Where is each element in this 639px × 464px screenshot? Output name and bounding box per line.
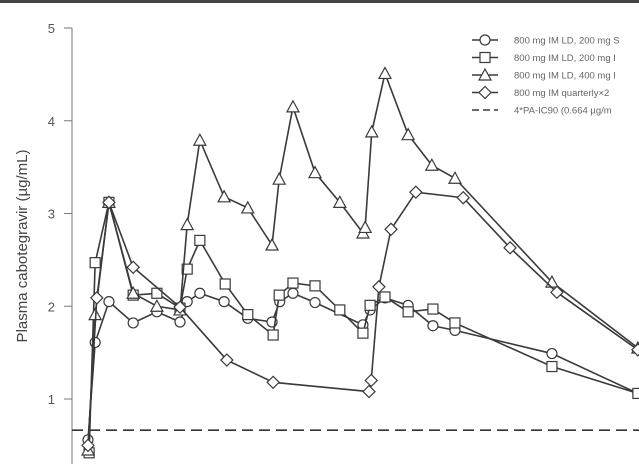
y-tick-label: 4 — [48, 114, 55, 129]
data-point-square — [357, 327, 369, 339]
data-point-square — [273, 289, 285, 301]
y-tick-label: 1 — [48, 392, 55, 407]
y-tick-label: 2 — [48, 299, 55, 314]
data-point-square — [632, 387, 639, 400]
data-point-triangle — [308, 165, 323, 179]
data-point-square — [546, 360, 558, 373]
legend-label: 800 mg IM LD, 400 mg I — [514, 71, 616, 82]
data-point-triangle — [180, 217, 195, 231]
y-tick-label: 3 — [48, 207, 55, 222]
data-point-circle — [427, 320, 439, 332]
data-point-diamond — [372, 279, 386, 294]
data-point-circle — [546, 347, 558, 360]
data-point-square — [287, 277, 299, 289]
data-point-circle — [174, 316, 186, 328]
legend-label: 800 mg IM quarterly×2 — [514, 88, 609, 99]
data-point-square — [242, 308, 254, 321]
data-point-triangle — [265, 237, 280, 251]
legend-circle-icon — [479, 34, 491, 46]
y-axis-title: Plasma cabotegravir (µg/mL) — [14, 150, 31, 343]
y-tick-label: 5 — [48, 21, 55, 36]
data-point-diamond — [126, 260, 141, 275]
data-point-square — [194, 234, 206, 246]
data-point-triangle — [126, 286, 141, 299]
data-point-square — [267, 329, 279, 341]
legend-label: 800 mg IM LD, 200 mg S — [514, 36, 620, 47]
data-point-triangle — [285, 99, 300, 113]
data-point-diamond — [362, 384, 376, 399]
series-line — [87, 70, 639, 451]
legend-item: 800 mg IM LD, 200 mg S — [472, 34, 620, 47]
data-point-triangle — [217, 189, 232, 203]
data-point-triangle — [424, 158, 439, 171]
legend-item: 800 mg IM LD, 200 mg I — [472, 51, 616, 64]
data-point-triangle — [272, 171, 287, 185]
series-triangle — [80, 66, 639, 456]
legend-square-icon — [479, 51, 491, 64]
legend-diamond-icon — [478, 85, 492, 100]
data-point-triangle — [149, 298, 164, 312]
data-point-square — [181, 263, 193, 275]
top-border — [0, 0, 639, 3]
data-point-diamond — [384, 222, 398, 237]
data-point-triangle — [240, 200, 255, 214]
data-point-square — [449, 317, 461, 329]
data-point-circle — [309, 296, 321, 309]
data-point-circle — [103, 296, 115, 308]
data-point-square — [364, 299, 376, 311]
series-group — [80, 66, 639, 459]
data-point-diamond — [102, 195, 116, 210]
data-point-triangle — [332, 195, 347, 208]
data-point-triangle — [192, 132, 207, 146]
legend-item: 800 mg IM LD, 400 mg I — [472, 67, 616, 82]
series-diamond — [81, 185, 639, 453]
data-point-circle — [218, 296, 230, 308]
data-point-circle — [194, 287, 206, 299]
legend: 800 mg IM LD, 200 mg S 800 mg IM LD, 200 … — [472, 34, 620, 117]
data-point-triangle — [364, 124, 379, 138]
data-point-diamond — [173, 300, 187, 315]
data-point-circle — [127, 317, 139, 329]
data-point-diamond — [89, 291, 104, 305]
data-point-square — [402, 306, 414, 318]
data-point-diamond — [631, 342, 639, 357]
legend-item: 4*PA-IC90 (0.664 µg/m — [472, 106, 612, 117]
legend-label: 800 mg IM LD, 200 mg I — [514, 53, 616, 64]
data-point-diamond — [550, 285, 564, 300]
data-point-triangle — [358, 220, 373, 234]
legend-label: 4*PA-IC90 (0.664 µg/m — [514, 106, 612, 117]
data-point-diamond — [364, 373, 379, 388]
data-point-square — [219, 278, 231, 290]
y-axis: 1 2 3 4 5 — [48, 21, 73, 464]
data-point-diamond — [456, 190, 471, 205]
data-point-square — [334, 304, 346, 316]
data-point-triangle — [401, 127, 416, 141]
data-point-triangle — [377, 66, 392, 80]
data-point-diamond — [266, 375, 280, 390]
legend-item: 800 mg IM quarterly×2 — [472, 85, 609, 100]
data-point-circle — [287, 287, 299, 299]
data-point-diamond — [503, 240, 517, 255]
data-point-square — [427, 303, 439, 315]
legend-triangle-icon — [477, 67, 493, 81]
data-point-triangle — [447, 171, 462, 184]
data-point-square — [89, 257, 101, 269]
data-point-diamond — [408, 185, 423, 200]
data-point-square — [309, 280, 321, 292]
data-point-square — [379, 291, 391, 303]
data-point-diamond — [220, 353, 234, 367]
data-point-diamond — [81, 438, 95, 453]
